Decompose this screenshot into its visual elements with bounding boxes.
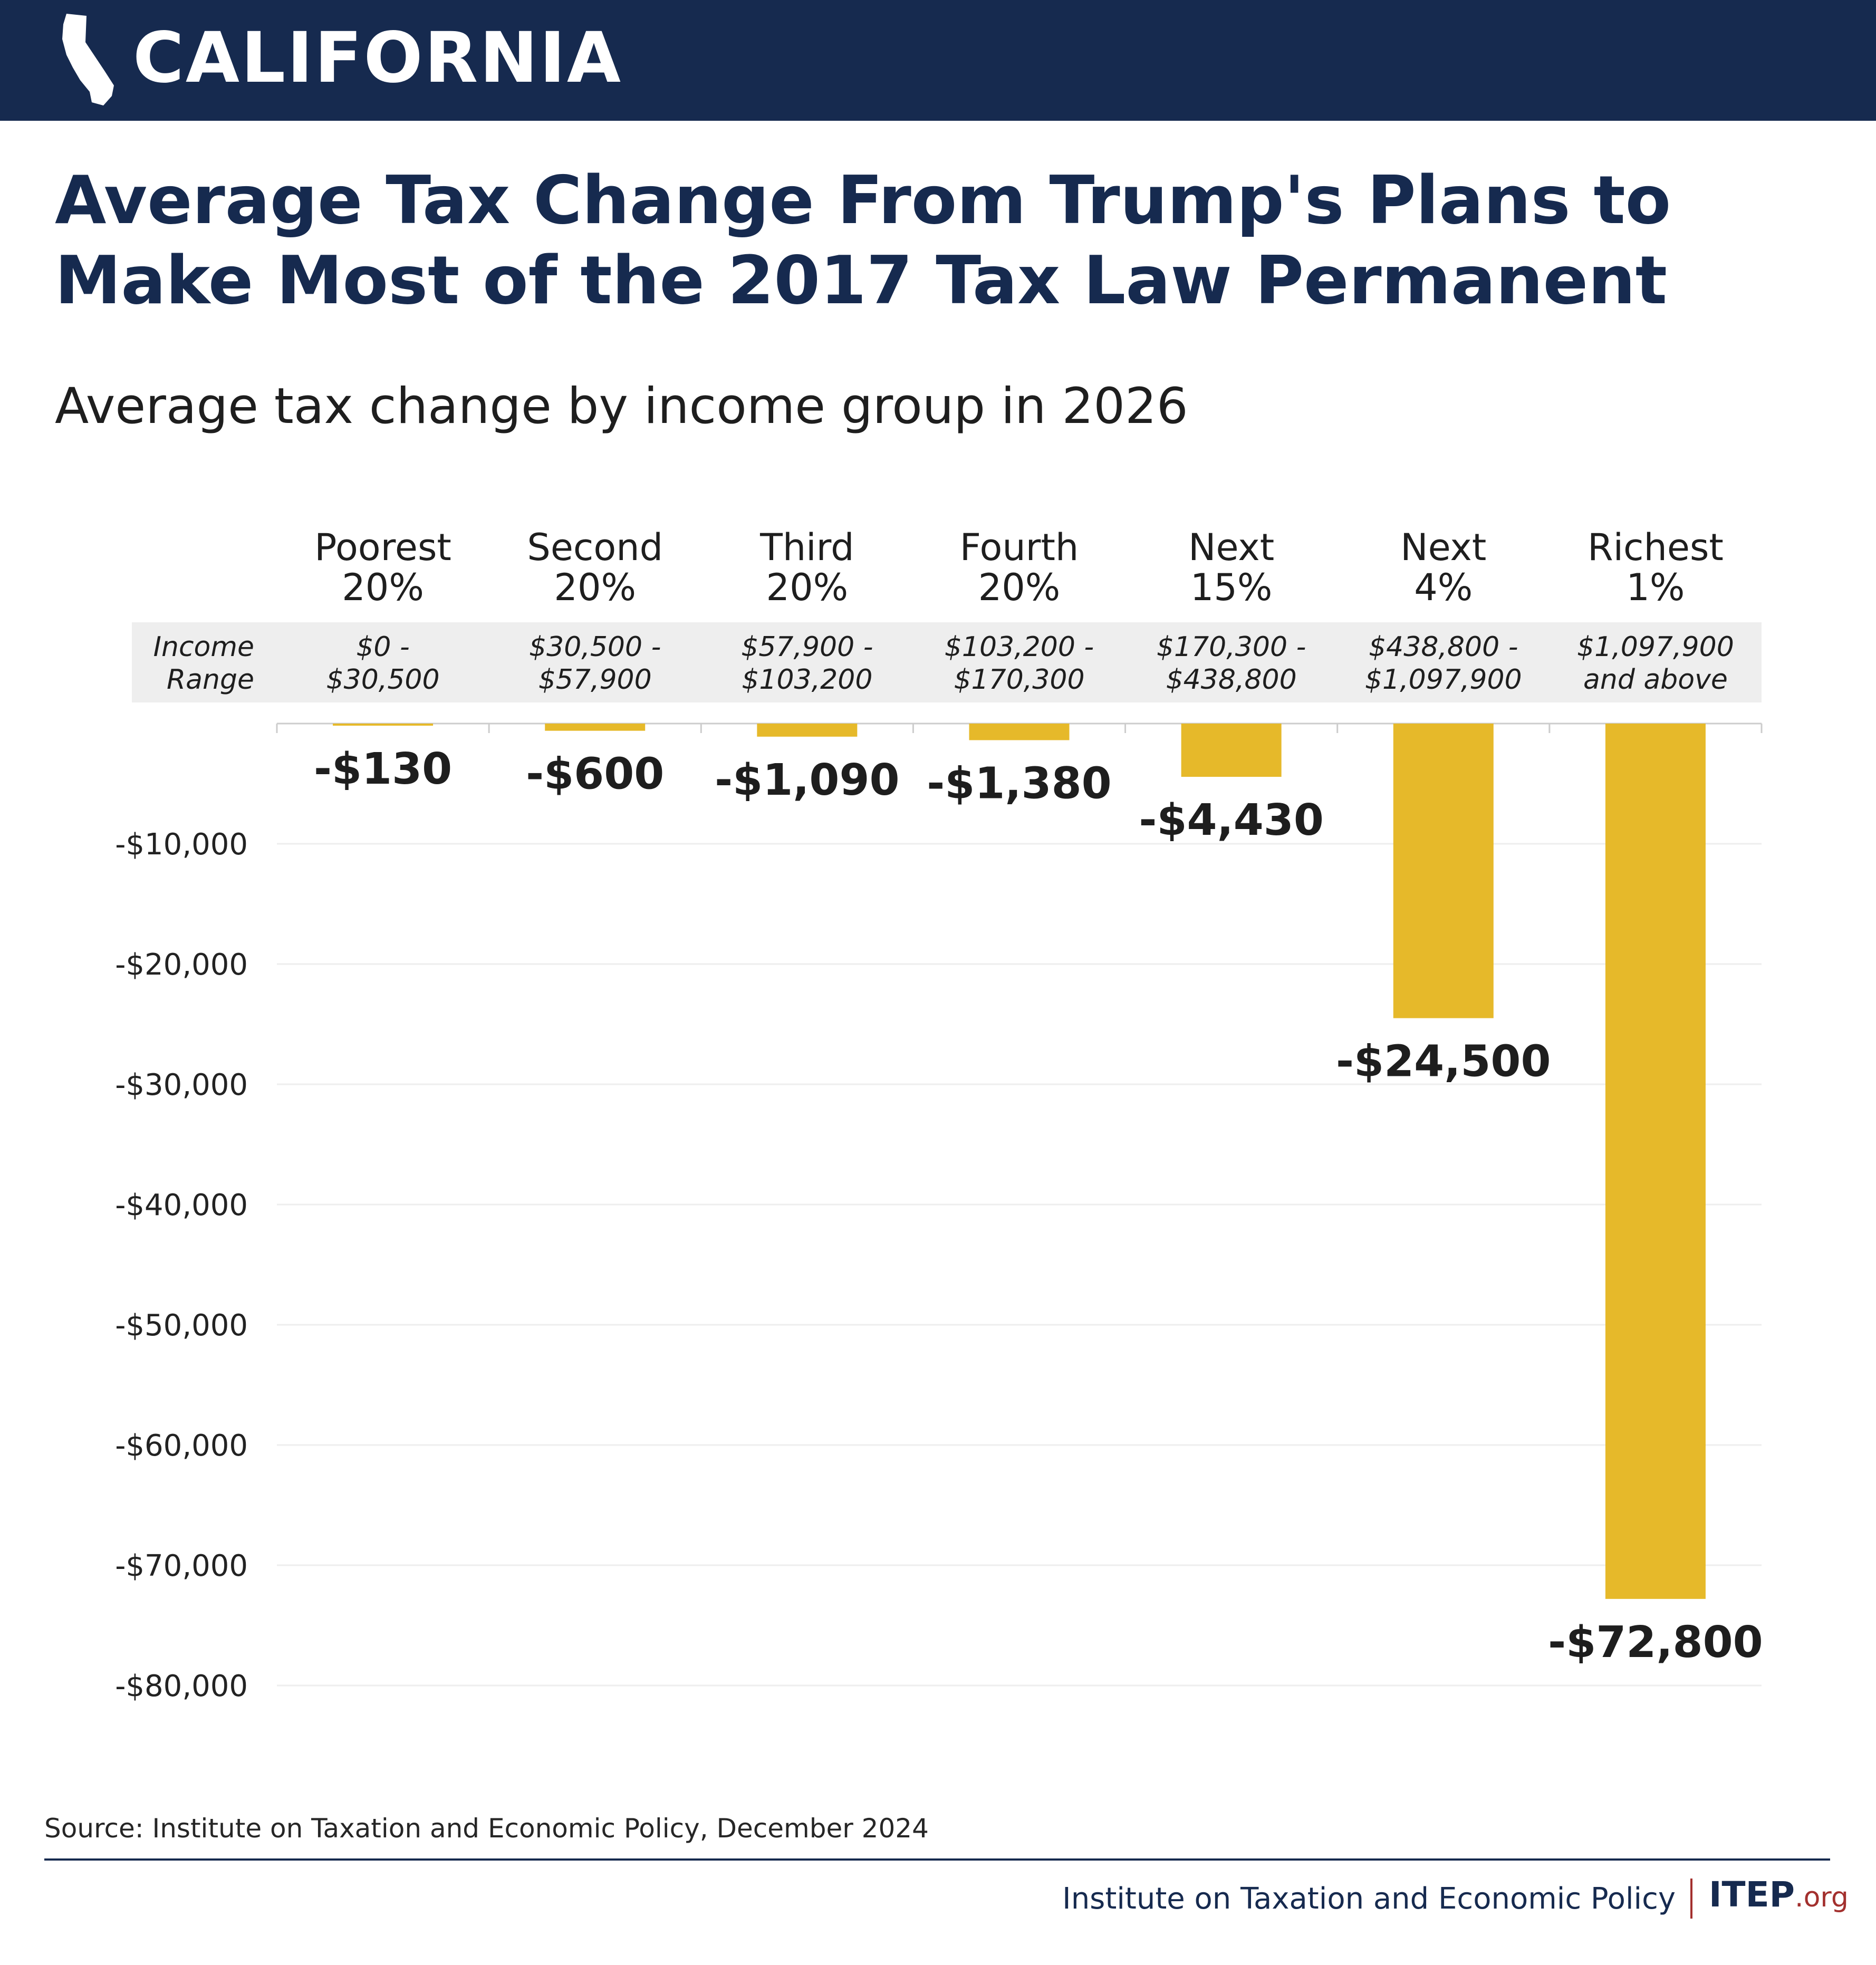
bar-chart: -$10,000 -$20,000 -$30,000 -$40,000 -$50,000… <box>115 526 1763 1703</box>
bar <box>1181 724 1282 777</box>
bar-value-label: -$4,430 <box>1139 795 1323 845</box>
category-label: 4% <box>1414 566 1473 609</box>
income-range-label: $103,200 <box>742 664 872 696</box>
income-range-label: $170,300 <box>954 664 1084 696</box>
income-range-label: $170,300 - <box>1157 631 1306 663</box>
category-label: 1% <box>1626 566 1685 609</box>
california-state-icon <box>62 14 114 105</box>
bar-value-label: -$24,500 <box>1336 1037 1551 1087</box>
income-range-label: $438,800 <box>1166 664 1297 696</box>
bar-value-label: -$72,800 <box>1548 1617 1763 1668</box>
income-range-label: $438,800 - <box>1369 631 1518 663</box>
income-range-heading: Range <box>167 664 254 696</box>
category-label: Fourth <box>960 526 1079 569</box>
banner-title: CALIFORNIA <box>133 17 623 99</box>
category-label: 20% <box>554 566 636 609</box>
bar-value-label: -$1,090 <box>715 755 899 805</box>
y-tick-label: -$50,000 <box>115 1308 248 1343</box>
bar <box>1605 724 1706 1599</box>
bar <box>545 724 646 731</box>
income-range-label: $30,500 <box>326 664 440 696</box>
y-tick-label: -$40,000 <box>115 1188 248 1222</box>
income-range-label: $1,097,900 <box>1365 664 1522 696</box>
source-note: Source: Institute on Taxation and Econom… <box>44 1813 929 1844</box>
chart-title: Average Tax Change From Trump's Plans to… <box>55 161 1671 319</box>
bar-value-label: -$130 <box>314 744 452 794</box>
logo-main: ITEP <box>1709 1874 1795 1915</box>
category-label: 20% <box>766 566 849 609</box>
bar-value-label: -$600 <box>526 749 664 800</box>
chart-subtitle: Average tax change by income group in 20… <box>55 378 1188 435</box>
income-range-label: $1,097,900 <box>1577 631 1734 663</box>
bar <box>969 724 1070 740</box>
y-tick-label: -$80,000 <box>115 1669 248 1703</box>
income-range-label: $57,900 <box>538 664 652 696</box>
income-range-label: and above <box>1583 664 1728 696</box>
y-tick-label: -$30,000 <box>115 1068 248 1102</box>
category-label: 15% <box>1190 566 1273 609</box>
bar <box>757 724 858 737</box>
category-label: Next <box>1188 526 1274 569</box>
income-range-heading: Income <box>153 631 254 663</box>
logo-tld: .org <box>1795 1882 1849 1913</box>
category-label: Second <box>527 526 663 569</box>
y-tick-label: -$10,000 <box>115 827 248 862</box>
income-range-label: $103,200 - <box>945 631 1094 663</box>
y-tick-label: -$20,000 <box>115 948 248 982</box>
category-label: Poorest <box>314 526 451 569</box>
y-tick-label: -$70,000 <box>115 1549 248 1583</box>
income-range-label: $57,900 - <box>741 631 873 663</box>
income-range-label: $30,500 - <box>529 631 661 663</box>
y-tick-label: -$60,000 <box>115 1429 248 1463</box>
footer-divider <box>44 1858 1830 1861</box>
income-range-label: $0 - <box>356 631 409 663</box>
itep-logo: ITEP.org <box>1709 1877 1849 1912</box>
bar <box>1393 724 1494 1018</box>
bar-value-label: -$1,380 <box>927 758 1111 808</box>
category-label: 20% <box>342 566 424 609</box>
income-range-band <box>132 622 1762 702</box>
category-label: Third <box>759 526 854 569</box>
category-label: Richest <box>1588 526 1724 569</box>
footer-separator <box>1690 1879 1692 1919</box>
bar <box>333 724 434 726</box>
footer-org-name: Institute on Taxation and Economic Polic… <box>1062 1882 1676 1916</box>
category-label: Next <box>1400 526 1486 569</box>
state-banner: CALIFORNIA <box>0 0 1876 121</box>
category-label: 20% <box>978 566 1061 609</box>
